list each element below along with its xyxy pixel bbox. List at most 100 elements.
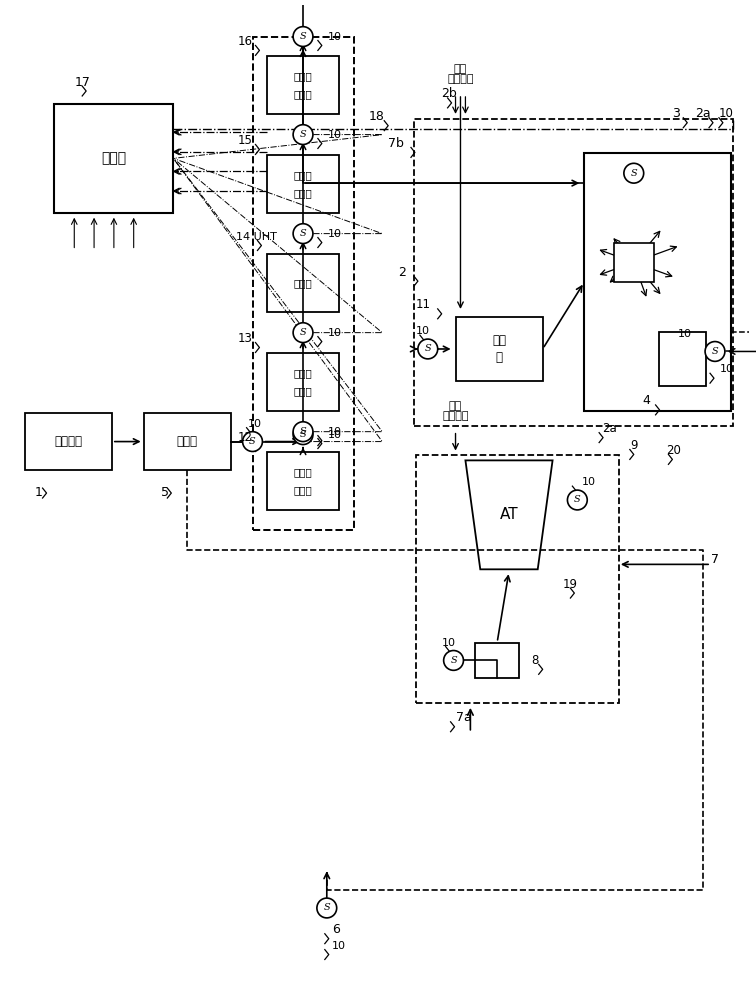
- Text: 调制装置: 调制装置: [54, 435, 82, 448]
- Circle shape: [293, 422, 313, 442]
- Text: 10: 10: [442, 638, 456, 648]
- Text: 2a: 2a: [602, 422, 617, 435]
- Text: 10: 10: [247, 419, 262, 429]
- Text: 平衡槽: 平衡槽: [177, 435, 197, 448]
- Text: S: S: [574, 495, 581, 504]
- Bar: [414, 119, 733, 426]
- Circle shape: [293, 27, 313, 46]
- Bar: [268, 254, 339, 312]
- Bar: [658, 332, 706, 386]
- Text: 冷却部: 冷却部: [293, 89, 312, 99]
- Circle shape: [293, 323, 313, 343]
- Circle shape: [243, 432, 262, 451]
- Bar: [416, 455, 619, 703]
- Text: 13: 13: [237, 332, 253, 345]
- Text: 4: 4: [643, 394, 651, 407]
- Text: 2b: 2b: [441, 87, 457, 100]
- Circle shape: [568, 490, 587, 510]
- Text: 10: 10: [328, 427, 342, 437]
- Text: 第一级: 第一级: [293, 170, 312, 180]
- Bar: [144, 413, 231, 470]
- Bar: [253, 37, 354, 530]
- Circle shape: [293, 224, 313, 244]
- Text: AT: AT: [500, 507, 519, 522]
- Text: S: S: [299, 430, 306, 439]
- Text: 蒸气: 蒸气: [454, 64, 467, 74]
- Text: 17: 17: [74, 76, 90, 89]
- Text: 8: 8: [531, 654, 538, 667]
- Text: 第一级: 第一级: [293, 467, 312, 477]
- Circle shape: [317, 898, 336, 918]
- Text: S: S: [711, 347, 718, 356]
- Text: 加热部: 加热部: [293, 386, 312, 396]
- Text: 第二级: 第二级: [293, 368, 312, 378]
- Text: 10: 10: [582, 477, 596, 487]
- Text: 10: 10: [328, 430, 342, 440]
- Text: 10: 10: [416, 326, 430, 336]
- Text: S: S: [299, 130, 306, 139]
- Text: 20: 20: [666, 444, 681, 457]
- Text: S: S: [451, 656, 457, 665]
- Text: 控制器: 控制器: [101, 151, 126, 165]
- Text: 蒸气: 蒸气: [449, 401, 462, 411]
- Text: S: S: [631, 169, 637, 178]
- Bar: [584, 153, 731, 411]
- Text: S: S: [424, 344, 431, 353]
- Bar: [456, 317, 543, 381]
- Text: 压力: 压力: [492, 334, 506, 347]
- Text: 10: 10: [328, 229, 342, 239]
- Bar: [268, 452, 339, 510]
- Polygon shape: [466, 460, 553, 569]
- Text: 1: 1: [35, 486, 42, 499]
- Text: 19: 19: [562, 578, 578, 591]
- Text: S: S: [299, 328, 306, 337]
- Text: 3: 3: [672, 107, 680, 120]
- Text: 无菌気体: 无菌気体: [442, 411, 469, 421]
- Circle shape: [293, 425, 313, 445]
- Text: 9: 9: [630, 439, 637, 452]
- Text: 2a: 2a: [696, 107, 711, 120]
- Text: 16: 16: [237, 35, 253, 48]
- Text: 第二级: 第二级: [293, 71, 312, 81]
- Text: 10: 10: [720, 364, 734, 374]
- Text: 15: 15: [237, 134, 253, 147]
- Text: 7a: 7a: [456, 711, 471, 724]
- Text: 槽: 槽: [496, 351, 503, 364]
- Text: 10: 10: [332, 941, 345, 951]
- Bar: [268, 155, 339, 213]
- Circle shape: [293, 125, 313, 144]
- Text: 冷却部: 冷却部: [293, 188, 312, 198]
- Text: 5: 5: [162, 486, 169, 499]
- Text: 10: 10: [328, 328, 342, 338]
- Text: 18: 18: [368, 110, 384, 123]
- Text: 12: 12: [237, 431, 253, 444]
- Circle shape: [444, 651, 463, 670]
- Text: 10: 10: [678, 329, 692, 339]
- Text: 10: 10: [718, 107, 733, 120]
- Bar: [268, 353, 339, 411]
- Text: 11: 11: [416, 298, 431, 311]
- Text: 6: 6: [332, 923, 339, 936]
- Text: S: S: [324, 903, 330, 912]
- Text: 10: 10: [328, 32, 342, 42]
- Text: 加热部: 加热部: [293, 485, 312, 495]
- Text: 保持管: 保持管: [293, 278, 312, 288]
- Circle shape: [624, 163, 643, 183]
- Text: S: S: [299, 427, 306, 436]
- Text: 7: 7: [711, 553, 719, 566]
- Text: S: S: [299, 32, 306, 41]
- Bar: [476, 643, 519, 678]
- Text: 14 UHT: 14 UHT: [236, 232, 277, 242]
- Text: S: S: [249, 437, 256, 446]
- Bar: [54, 104, 173, 213]
- Circle shape: [705, 342, 725, 361]
- Text: 10: 10: [328, 130, 342, 140]
- Circle shape: [418, 339, 438, 359]
- Bar: [614, 243, 654, 282]
- Bar: [25, 413, 112, 470]
- Text: 2: 2: [398, 266, 406, 279]
- Text: S: S: [299, 229, 306, 238]
- Bar: [268, 56, 339, 114]
- Text: 7b: 7b: [388, 137, 404, 150]
- Text: 无菌気体: 无菌気体: [448, 74, 474, 84]
